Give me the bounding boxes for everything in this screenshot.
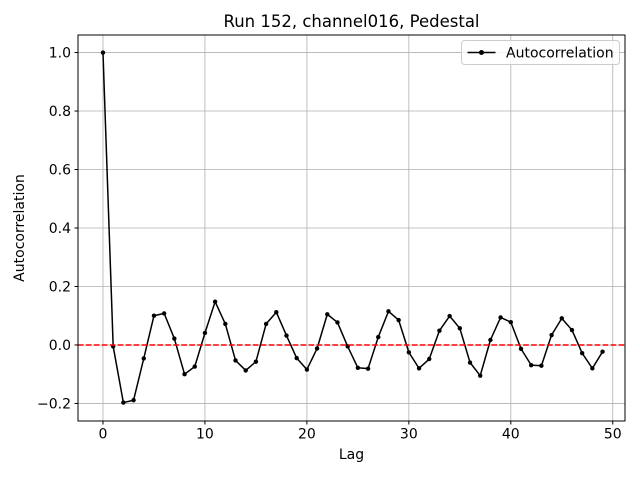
data-point-marker — [386, 309, 391, 314]
data-point-marker — [121, 400, 126, 405]
data-point-marker — [518, 346, 524, 351]
data-point-marker — [202, 330, 208, 336]
data-point-marker — [182, 372, 187, 377]
data-point-marker — [528, 362, 534, 368]
chart-title: Run 152, channel016, Pedestal — [223, 12, 479, 31]
data-point-marker — [243, 368, 248, 373]
data-point-marker — [427, 356, 432, 362]
data-point-marker — [467, 360, 473, 365]
data-point-marker — [376, 334, 381, 340]
data-point-marker — [569, 327, 575, 333]
x-tick-label: 20 — [298, 427, 316, 443]
data-point-marker — [335, 320, 340, 325]
y-tick-label: 0.8 — [49, 104, 71, 120]
data-point-marker — [600, 349, 605, 354]
axis-ticks: 0 10 20 30 40 50 −0.2 0.0 0.2 0.4 0.6 0.8 1.0 — [37, 46, 622, 443]
data-point-marker — [498, 315, 503, 320]
data-point-marker — [478, 373, 483, 378]
data-point-marker — [141, 356, 146, 361]
data-point-marker — [549, 332, 554, 338]
data-point-marker — [325, 312, 330, 317]
data-point-marker — [100, 50, 106, 55]
data-point-marker — [539, 363, 544, 368]
data-point-marker — [355, 365, 361, 370]
data-point-marker — [274, 310, 279, 315]
x-tick-label: 0 — [99, 427, 108, 443]
data-point-marker — [212, 299, 218, 304]
data-point-marker — [253, 359, 259, 364]
data-point-marker — [396, 317, 401, 323]
data-point-marker — [263, 321, 269, 327]
data-point-marker — [579, 350, 585, 356]
data-point-marker — [457, 326, 463, 331]
data-point-marker — [365, 366, 371, 371]
data-point-marker — [447, 313, 452, 319]
data-point-marker — [192, 364, 197, 369]
data-point-marker — [233, 358, 238, 363]
legend-label: Autocorrelation — [506, 46, 614, 62]
data-point-marker — [416, 366, 422, 371]
y-tick-label: −0.2 — [37, 396, 71, 412]
x-tick-label: 50 — [604, 427, 622, 443]
data-point-marker — [488, 337, 493, 343]
data-point-marker — [508, 319, 514, 325]
data-point-marker — [284, 333, 289, 338]
data-point-marker — [590, 366, 595, 371]
data-point-marker — [294, 355, 299, 361]
legend-box — [461, 40, 620, 65]
y-axis-label: Autocorrelation — [12, 174, 28, 282]
x-tick-label: 40 — [502, 427, 520, 443]
data-point-marker — [437, 328, 442, 333]
x-axis-label: Lag — [339, 447, 364, 463]
data-point-marker — [131, 398, 136, 403]
data-point-marker — [559, 316, 564, 321]
data-point-marker — [304, 367, 310, 372]
legend: Autocorrelation — [461, 40, 620, 65]
data-point-marker — [406, 350, 412, 355]
y-tick-label: 0.4 — [49, 221, 71, 237]
y-tick-label: 0.6 — [49, 163, 71, 179]
x-tick-label: 10 — [196, 427, 214, 443]
data-point-marker — [151, 313, 157, 318]
y-tick-label: 0.2 — [49, 279, 71, 295]
data-point-marker — [161, 311, 167, 316]
data-point-marker — [172, 336, 177, 341]
y-tick-label: 0.0 — [49, 338, 71, 354]
data-point-marker — [314, 346, 320, 351]
data-point-marker — [223, 321, 228, 327]
legend-sample-marker — [479, 50, 484, 55]
x-tick-label: 30 — [400, 427, 418, 443]
y-tick-label: 1.0 — [49, 46, 71, 62]
